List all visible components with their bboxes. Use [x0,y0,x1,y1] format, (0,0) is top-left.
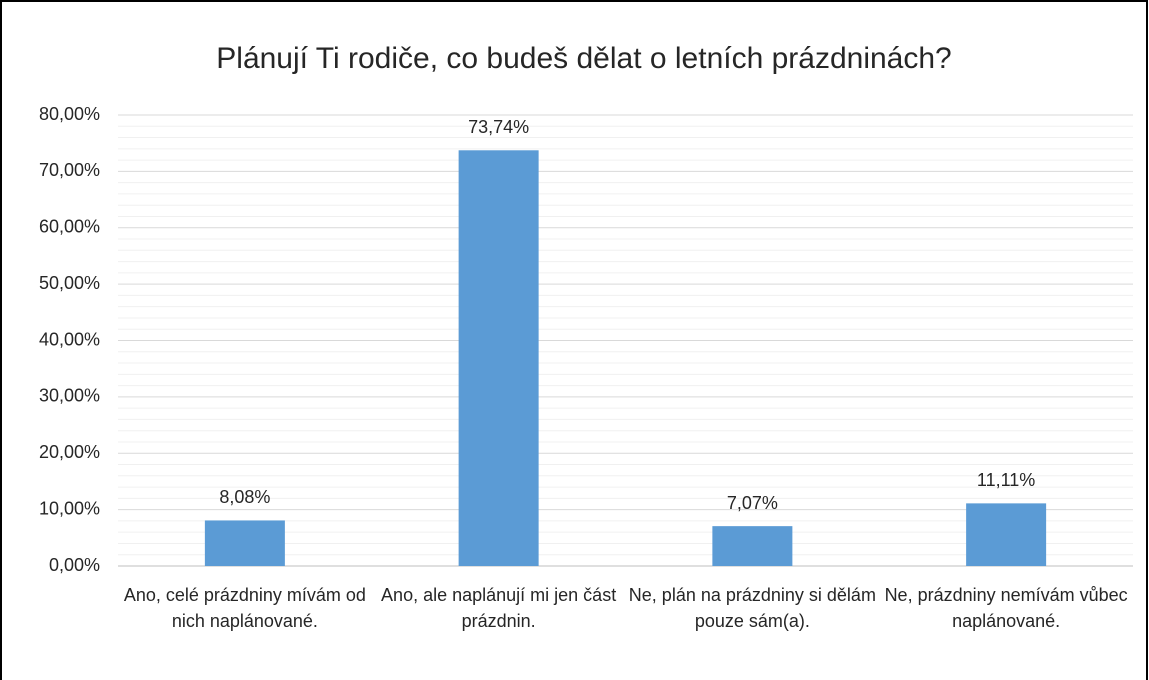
y-tick-label: 20,00% [39,442,100,462]
value-label: 11,11% [977,470,1035,490]
x-tick-label: Ano, ale naplánují mi jen část prázdnin. [381,585,617,631]
x-tick-label: Ano, celé prázdniny mívám od nich naplán… [123,585,366,631]
x-tick-label: Ne, plán na prázdniny si dělám pouze sám… [628,585,876,631]
y-tick-label: 60,00% [39,217,100,237]
y-tick-label: 80,00% [39,104,100,124]
value-label: 73,74% [468,117,529,137]
y-tick-label: 10,00% [39,498,100,518]
x-tick-label: Ne, prázdniny nemívám vůbec naplánované. [884,585,1128,631]
bar [458,150,539,566]
y-tick-label: 0,00% [49,555,100,575]
y-tick-label: 40,00% [39,329,100,349]
bar [966,503,1047,566]
bar [712,526,793,566]
bar [204,520,285,566]
y-tick-label: 70,00% [39,160,100,180]
value-label: 7,07% [727,493,778,513]
chart-title: Plánují Ti rodiče, co budeš dělat o letn… [216,42,951,75]
value-label: 8,08% [219,487,270,507]
y-tick-label: 30,00% [39,386,100,406]
y-tick-label: 50,00% [39,273,100,293]
